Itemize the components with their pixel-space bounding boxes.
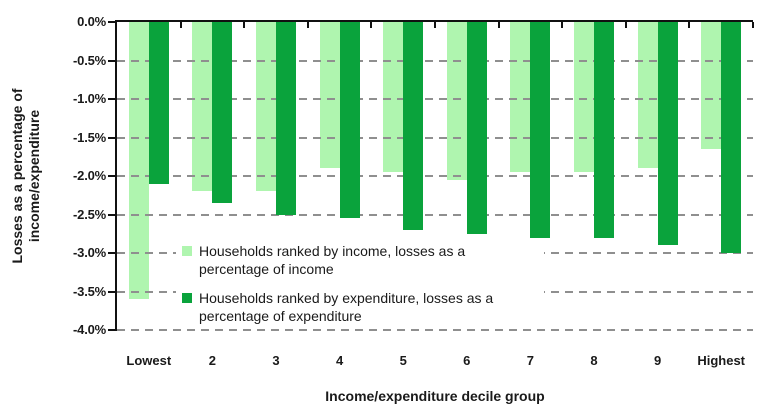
y-axis-tick bbox=[108, 252, 117, 254]
y-axis-tick bbox=[108, 290, 117, 293]
y-axis-tick bbox=[108, 213, 117, 216]
bar-expenditure-4 bbox=[339, 22, 360, 219]
x-category-label-5: 5 bbox=[399, 353, 407, 368]
y-axis-title-line-2: income/expenditure bbox=[26, 109, 42, 243]
category-boundary-tick bbox=[561, 22, 564, 28]
plot-area bbox=[117, 22, 754, 331]
bar-income-2 bbox=[192, 22, 213, 192]
y-tick-label: -3.5% bbox=[73, 283, 106, 299]
x-category-label-9: 9 bbox=[653, 353, 662, 368]
bar-expenditure-7 bbox=[530, 22, 551, 238]
y-tick-label: -0.5% bbox=[73, 52, 106, 68]
x-category-label-3: 3 bbox=[272, 353, 280, 368]
bar-income-3 bbox=[256, 22, 276, 192]
y-tick-label: 0.0% bbox=[77, 14, 106, 29]
legend-label-income: Households ranked by income, losses as a… bbox=[199, 243, 466, 277]
y-tick-label: -1.5% bbox=[73, 129, 106, 145]
category-boundary-tick bbox=[497, 22, 500, 28]
legend-label-expenditure: Households ranked by expenditure, losses… bbox=[199, 290, 494, 324]
bar-income-6 bbox=[446, 22, 467, 180]
legend-item-expenditure: Households ranked by expenditure, losses… bbox=[182, 289, 544, 325]
x-category-label-8: 8 bbox=[590, 353, 598, 368]
gridline bbox=[117, 329, 753, 331]
y-tick-label: -1.0% bbox=[73, 91, 106, 106]
bar-income-lowest bbox=[128, 22, 149, 300]
legend-swatch-income bbox=[182, 246, 192, 256]
y-tick-label: -4.0% bbox=[73, 322, 106, 337]
category-boundary-tick bbox=[179, 22, 182, 28]
y-axis-tick bbox=[108, 59, 117, 62]
bar-expenditure-3 bbox=[276, 22, 296, 215]
gridline bbox=[117, 136, 753, 139]
bar-income-4 bbox=[319, 22, 340, 169]
bar-income-highest bbox=[701, 22, 722, 150]
y-axis-title-line-1: Losses as a percentage of bbox=[9, 88, 25, 264]
x-category-label-4: 4 bbox=[335, 353, 344, 368]
x-category-label-7: 7 bbox=[526, 353, 534, 368]
bar-expenditure-lowest bbox=[148, 22, 169, 184]
category-boundary-tick bbox=[688, 22, 691, 28]
bar-expenditure-6 bbox=[466, 22, 487, 234]
gridline bbox=[117, 175, 753, 177]
category-boundary-tick bbox=[243, 22, 246, 28]
x-category-label-lowest: Lowest bbox=[126, 353, 172, 368]
x-category-label-highest: Highest bbox=[697, 353, 746, 368]
y-axis-tick bbox=[108, 98, 117, 100]
bar-expenditure-9 bbox=[657, 22, 678, 246]
bar-expenditure-5 bbox=[403, 22, 424, 230]
legend-item-income: Households ranked by income, losses as a… bbox=[182, 242, 544, 278]
x-category-label-6: 6 bbox=[463, 353, 471, 368]
y-axis-tick bbox=[108, 136, 117, 139]
legend-swatch-expenditure bbox=[182, 293, 192, 303]
y-axis-title: Losses as a percentage of income/expendi… bbox=[9, 88, 43, 263]
legend: Households ranked by income, losses as a… bbox=[176, 238, 544, 329]
y-axis-tick bbox=[108, 329, 117, 331]
gridline bbox=[117, 59, 753, 62]
x-category-label-2: 2 bbox=[208, 353, 216, 368]
bar-expenditure-highest bbox=[721, 22, 742, 253]
category-boundary-tick bbox=[624, 22, 627, 28]
x-axis-title: Income/expenditure decile group bbox=[325, 388, 545, 404]
bar-expenditure-2 bbox=[212, 22, 233, 203]
y-axis-tick bbox=[108, 175, 117, 177]
y-tick-label: -3.0% bbox=[73, 245, 106, 260]
category-boundary-tick bbox=[306, 22, 309, 28]
y-tick-label: -2.5% bbox=[73, 206, 106, 222]
gridline bbox=[117, 98, 753, 100]
y-tick-label: -2.0% bbox=[73, 168, 106, 183]
x-axis-zero-line bbox=[117, 20, 753, 22]
category-boundary-tick bbox=[752, 22, 754, 28]
y-axis-tick bbox=[108, 21, 117, 23]
category-boundary-tick bbox=[434, 22, 436, 28]
gridline bbox=[117, 213, 753, 216]
bar-expenditure-8 bbox=[594, 22, 614, 238]
category-boundary-tick bbox=[370, 22, 373, 28]
bar-income-9 bbox=[637, 22, 658, 169]
